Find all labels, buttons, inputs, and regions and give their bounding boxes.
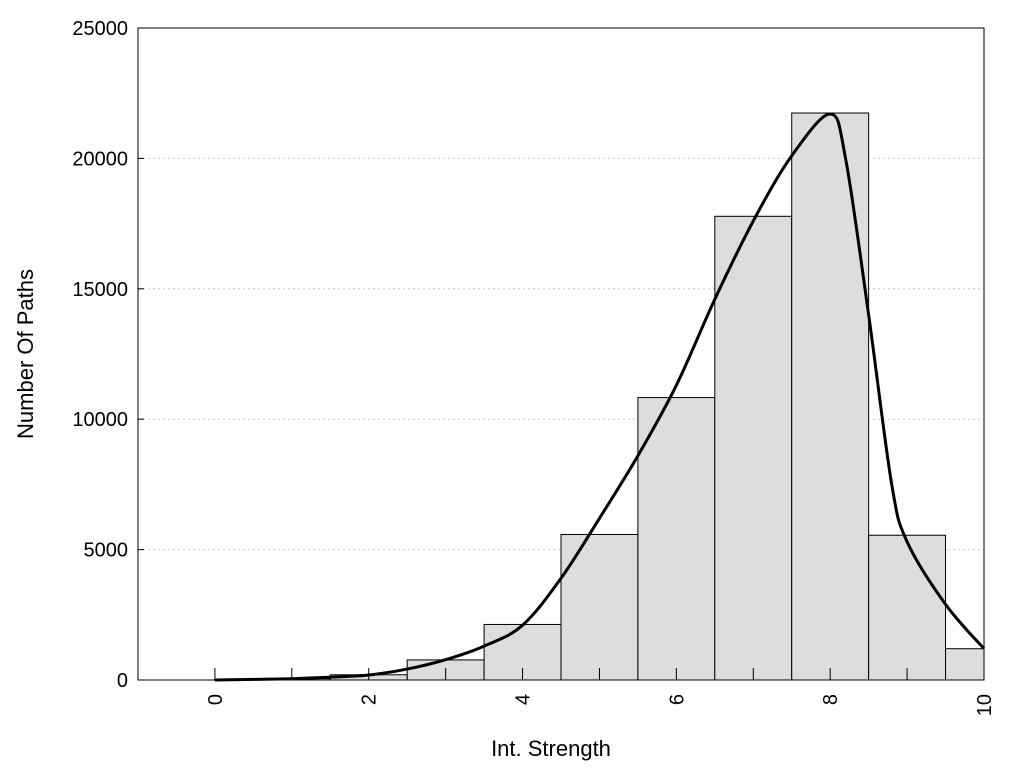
x-tick-label: 8: [820, 694, 842, 705]
y-tick-label: 20000: [72, 148, 128, 170]
y-tick-label: 10000: [72, 409, 128, 431]
x-tick-label: 6: [666, 694, 688, 705]
histogram-bar: [791, 112, 870, 681]
histogram-bar: [637, 397, 716, 681]
histogram-bar: [868, 534, 947, 681]
density-curve: [214, 112, 986, 682]
x-axis-title: Int. Strength: [491, 736, 611, 761]
x-tick-label: 4: [513, 694, 535, 705]
plot-frame: [137, 27, 985, 681]
y-axis-title: Number Of Paths: [13, 269, 38, 439]
histogram-bar: [945, 648, 985, 681]
histogram-bar: [714, 215, 793, 681]
x-tick-label: 2: [359, 694, 381, 705]
y-tick-label: 5000: [84, 540, 129, 562]
y-tick-label: 15000: [72, 279, 128, 301]
histogram-bar: [560, 533, 639, 681]
y-tick-label: 0: [117, 670, 128, 692]
y-tick-label: 25000: [72, 18, 128, 40]
x-tick-label: 10: [974, 694, 996, 716]
x-tick-label: 0: [205, 694, 227, 705]
